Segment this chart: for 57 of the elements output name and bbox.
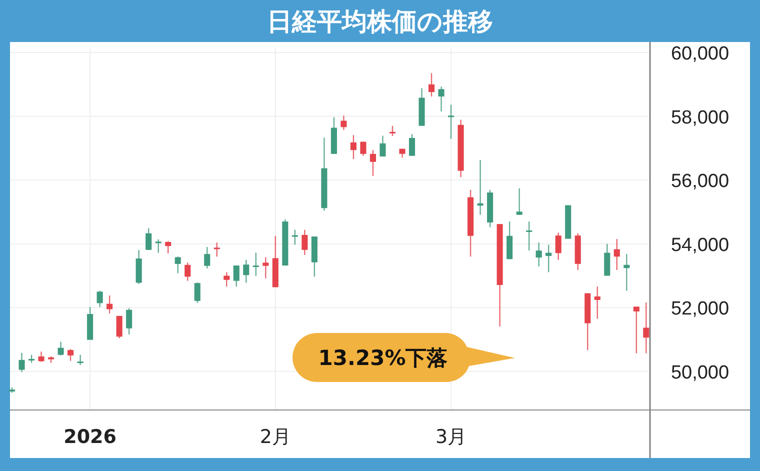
candlestick <box>428 72 435 98</box>
y-tick-label: 54,000 <box>670 234 730 256</box>
candlestick <box>302 229 308 256</box>
y-tick-label: 56,000 <box>670 171 730 192</box>
candlestick <box>224 272 230 288</box>
candlestick <box>292 229 298 246</box>
candlestick <box>214 242 220 258</box>
candlestick <box>340 115 347 131</box>
candlestick <box>594 286 600 320</box>
candlestick <box>243 259 250 284</box>
candlestick <box>389 125 396 137</box>
candlestick <box>106 294 113 314</box>
candlestick <box>252 252 259 277</box>
candlestick <box>526 220 532 252</box>
candlestick <box>350 134 356 160</box>
candlestick <box>165 240 172 254</box>
candlestick <box>506 220 513 260</box>
annotation: 13.23%下落 <box>318 346 448 370</box>
candlestick <box>96 290 103 308</box>
candlestick <box>516 188 522 216</box>
chart-title: 日経平均株価の推移 <box>267 7 493 36</box>
x-tick-label: 3月 <box>435 426 467 448</box>
candlestick <box>18 352 25 373</box>
x-tick-label: 2026 <box>64 426 116 448</box>
candlestick <box>408 134 416 156</box>
candlestick <box>155 238 162 254</box>
candlestick <box>643 302 650 354</box>
y-tick-label: 60,000 <box>670 43 730 64</box>
candlestick <box>360 141 366 156</box>
candlestick <box>68 348 74 362</box>
candlestick <box>624 253 630 292</box>
candlestick <box>555 232 562 260</box>
candlestick <box>380 135 386 158</box>
candlestick <box>58 341 64 356</box>
candlestick <box>38 351 44 362</box>
candlestick <box>233 264 240 288</box>
candlestick <box>438 86 444 112</box>
candlestick <box>536 242 542 268</box>
candlestick <box>633 306 640 354</box>
candlestick <box>77 354 84 366</box>
candlestick <box>204 246 210 269</box>
candlestick <box>262 256 269 279</box>
candlestick <box>370 149 376 176</box>
candlestick <box>126 308 132 336</box>
candlestick <box>146 228 152 250</box>
y-tick-label: 58,000 <box>670 107 730 128</box>
candlestick <box>184 262 191 282</box>
y-tick-label: 52,000 <box>670 298 730 320</box>
candlestick <box>604 243 610 276</box>
candlestick <box>194 282 200 304</box>
x-tick-label: 2月 <box>260 426 291 448</box>
candlestick <box>174 256 181 274</box>
candlestick <box>448 104 454 140</box>
candlestick <box>614 238 620 271</box>
y-tick-label: 50,000 <box>670 362 730 384</box>
candlestick <box>546 244 552 273</box>
candlestick <box>116 315 122 339</box>
